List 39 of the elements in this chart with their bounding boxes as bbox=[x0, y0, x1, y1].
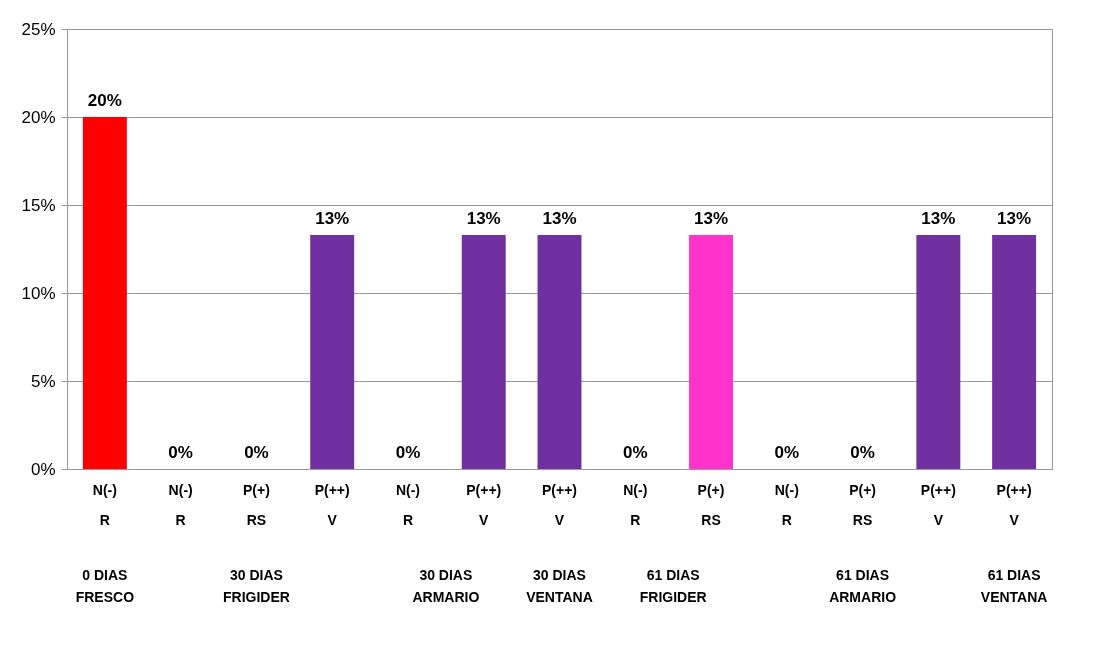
x-tick-label: N(-) R bbox=[395, 481, 421, 528]
text: 0 DIAS FRESCO bbox=[75, 567, 135, 605]
data-label: 13% bbox=[997, 208, 1032, 228]
data-label: 0% bbox=[168, 443, 193, 462]
data-label: 13% bbox=[315, 208, 350, 228]
data-label: 13% bbox=[921, 208, 956, 228]
x-tick-label: N(-) R bbox=[774, 481, 799, 528]
x-tick-label: P(+) RS bbox=[849, 481, 876, 528]
x-tick-label: P(++) V bbox=[541, 481, 578, 528]
data-label: 13% bbox=[542, 208, 577, 228]
data-label: 0% bbox=[850, 443, 875, 462]
x-tick-label: P(++) V bbox=[920, 481, 956, 528]
text: 61 DIAS VENTANA bbox=[980, 567, 1048, 605]
text: 30 DIAS FRIGIDER bbox=[222, 567, 290, 605]
text: 61 DIAS FRIGIDER bbox=[639, 567, 707, 605]
data-label: 0% bbox=[774, 443, 800, 462]
x-tick-label: P(++) V bbox=[466, 481, 502, 528]
x-tick-label: N(-) R bbox=[92, 481, 117, 528]
data-label: 0% bbox=[622, 443, 648, 462]
y-tick-label: 10% bbox=[21, 283, 56, 303]
x-tick-label: P(+) RS bbox=[697, 481, 725, 528]
text: 61 DIAS ARMARIO bbox=[829, 567, 897, 605]
data-label: 20% bbox=[87, 91, 122, 110]
text: 30 DIAS ARMARIO bbox=[412, 567, 480, 605]
y-tick-label: 20% bbox=[21, 107, 56, 127]
x-tick-label: N(-) R bbox=[168, 481, 193, 528]
y-tick-label: 5% bbox=[30, 371, 56, 391]
data-label: 0% bbox=[244, 443, 269, 462]
y-tick-label: 25% bbox=[21, 19, 56, 39]
data-label: 0% bbox=[395, 443, 421, 462]
y-tick-label: 0% bbox=[30, 459, 56, 479]
data-label: 13% bbox=[466, 208, 501, 228]
data-label: 13% bbox=[694, 208, 729, 228]
x-tick-label: N(-) R bbox=[623, 481, 648, 528]
x-tick-label: P(++) V bbox=[314, 481, 350, 528]
text: 30 DIAS VENTANA bbox=[526, 567, 593, 605]
y-tick-label: 15% bbox=[21, 195, 56, 215]
x-tick-label: P(++) V bbox=[996, 481, 1032, 528]
x-tick-label: P(+) RS bbox=[243, 481, 270, 528]
